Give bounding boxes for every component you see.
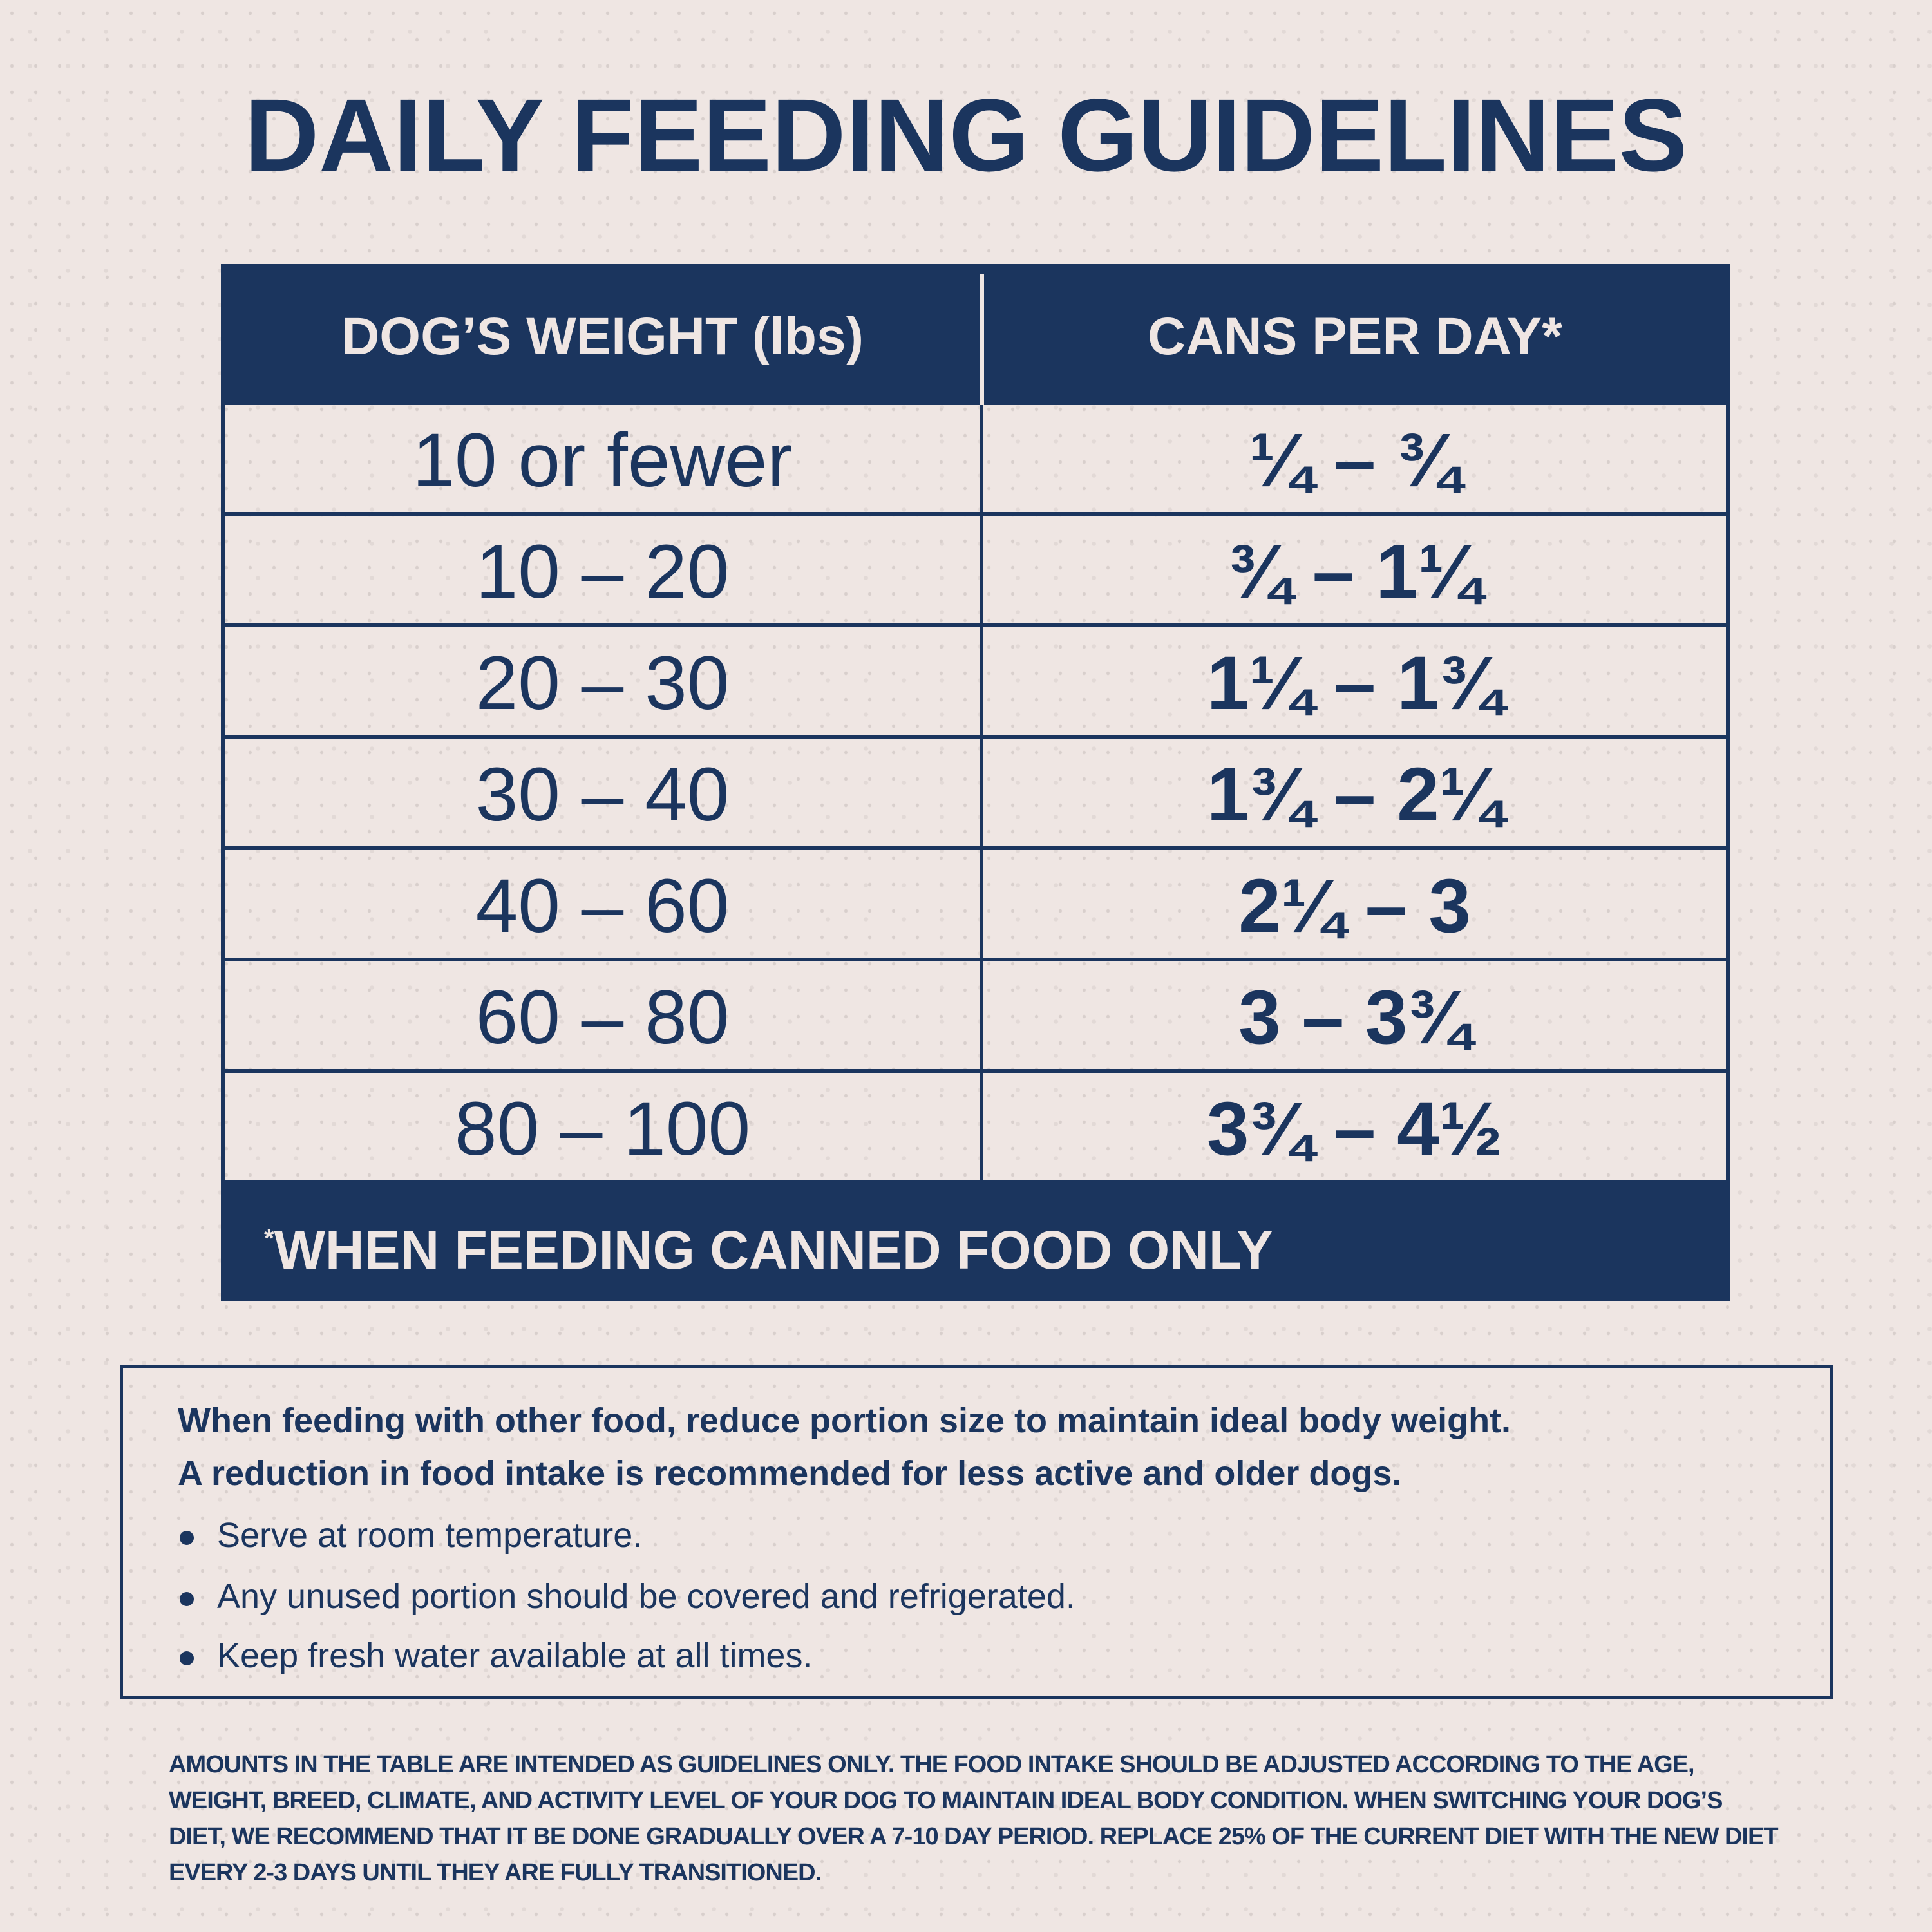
table-row: 60 – 80 3 – 3¾ — [225, 962, 1726, 1073]
note-line: A reduction in food intake is recommende… — [178, 1454, 1402, 1493]
footnote-text: WHEN FEEDING CANNED FOOD ONLY — [274, 1220, 1273, 1280]
notes-box: When feeding with other food, reduce por… — [120, 1365, 1833, 1699]
disclaimer-line: AND ACTIVITY LEVEL OF YOUR DOG TO MAINTA… — [169, 1787, 1723, 1850]
footnote-mark: * — [264, 1224, 274, 1253]
cans-cell: 3¾ – 4½ — [1206, 1086, 1503, 1171]
bullet-icon — [180, 1530, 194, 1545]
weight-cell: 40 – 60 — [475, 864, 730, 949]
feeding-table: DOG’S WEIGHT (lbs) CANS PER DAY* 10 or f… — [221, 264, 1730, 1301]
cans-cell: 2¼ – 3 — [1238, 864, 1471, 949]
weight-cell: 30 – 40 — [475, 752, 730, 837]
table-row: 20 – 30 1¼ – 1¾ — [225, 628, 1726, 739]
weight-cell: 10 – 20 — [475, 529, 730, 614]
weight-cell: 10 or fewer — [412, 418, 793, 503]
bullet-icon — [180, 1591, 194, 1606]
cans-cell: ¾ – 1¼ — [1227, 529, 1482, 614]
table-row: 10 – 20 ¾ – 1¼ — [225, 516, 1726, 627]
note-line: When feeding with other food, reduce por… — [178, 1401, 1511, 1440]
bullet-text: Keep fresh water available at all times. — [217, 1636, 813, 1675]
disclaimer-line: GRADUALLY OVER A 7-10 DAY PERIOD. REPLAC… — [169, 1823, 1779, 1886]
weight-cell: 80 – 100 — [454, 1086, 751, 1171]
bullet-item: Serve at room temperature. — [180, 1515, 1803, 1555]
disclaimer: AMOUNTS IN THE TABLE ARE INTENDED AS GUI… — [169, 1747, 1779, 1891]
table-footnote: *WHEN FEEDING CANNED FOOD ONLY — [225, 1180, 1726, 1296]
bullet-text: Any unused portion should be covered and… — [217, 1577, 1075, 1616]
header-divider — [980, 274, 984, 405]
column-divider — [980, 405, 983, 1185]
bullet-item: Keep fresh water available at all times. — [180, 1636, 1803, 1676]
cans-cell: 3 – 3¾ — [1238, 975, 1471, 1060]
table-row: 30 – 40 1¾ – 2¼ — [225, 739, 1726, 850]
weight-cell: 20 – 30 — [475, 641, 730, 726]
header-cans: CANS PER DAY* — [1147, 307, 1563, 366]
weight-cell: 60 – 80 — [475, 975, 730, 1060]
page-title: DAILY FEEDING GUIDELINES — [244, 77, 1688, 193]
table-header: DOG’S WEIGHT (lbs) CANS PER DAY* — [225, 269, 1726, 405]
disclaimer-line: AMOUNTS IN THE TABLE ARE INTENDED AS GUI… — [169, 1751, 1695, 1814]
table-row: 40 – 60 2¼ – 3 — [225, 851, 1726, 961]
table-row: 10 or fewer ¼ – ¾ — [225, 405, 1726, 516]
bullet-icon — [180, 1651, 194, 1665]
cans-cell: ¼ – ¾ — [1249, 418, 1461, 503]
cans-cell: 1¾ – 2¼ — [1206, 752, 1503, 837]
bullet-text: Serve at room temperature. — [217, 1516, 643, 1555]
table-row: 80 – 100 3¾ – 4½ — [225, 1074, 1726, 1192]
header-weight: DOG’S WEIGHT (lbs) — [341, 307, 864, 366]
cans-cell: 1¼ – 1¾ — [1206, 641, 1503, 726]
bullet-item: Any unused portion should be covered and… — [180, 1577, 1803, 1616]
